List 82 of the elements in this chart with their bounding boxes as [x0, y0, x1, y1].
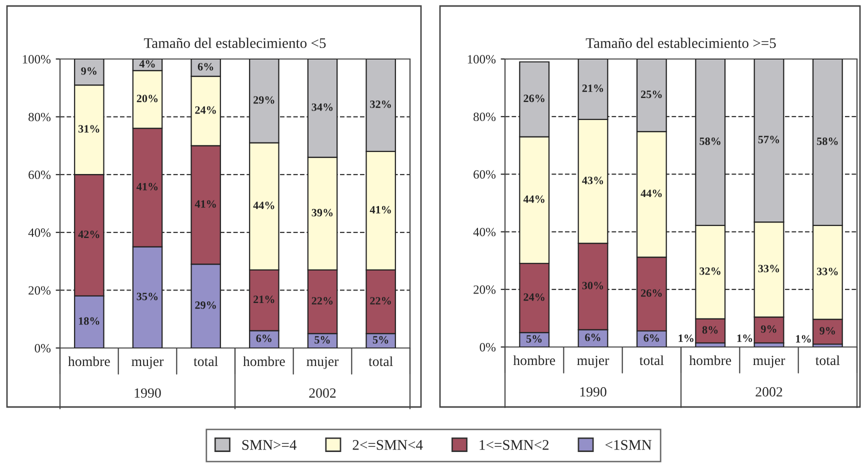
data-label: 35% — [136, 292, 158, 300]
y-tick-label: 60% — [474, 170, 496, 179]
data-label: 4% — [139, 60, 155, 68]
data-label: 6% — [644, 334, 659, 342]
data-label: 1% — [796, 335, 811, 343]
x-tick-label: total — [639, 355, 664, 366]
x-tick-label: total — [815, 355, 840, 366]
data-label: 20% — [136, 94, 158, 102]
data-label: 26% — [524, 94, 544, 102]
data-label: 31% — [78, 125, 100, 133]
data-label: 41% — [370, 206, 391, 214]
data-label: 29% — [254, 96, 274, 104]
legend-label: <1SMN — [605, 440, 652, 450]
data-label: 26% — [641, 289, 662, 297]
chart-title: Tamaño del establecimiento <5 — [144, 38, 326, 48]
data-label: 9% — [820, 327, 835, 335]
y-tick-label: 20% — [474, 285, 496, 294]
x-tick-label: mujer — [753, 356, 786, 368]
data-label: 41% — [194, 200, 216, 208]
x-tick-label: hombre — [689, 355, 732, 366]
x-tick-label: total — [194, 356, 218, 366]
x-tick-label: hombre — [513, 355, 556, 366]
data-label: 22% — [312, 297, 333, 305]
data-label: 42% — [78, 230, 100, 238]
data-label: 9% — [760, 325, 776, 333]
text: 1990 — [134, 388, 161, 398]
text: 1990 — [580, 387, 606, 397]
data-label: 24% — [195, 106, 216, 114]
data-label: 41% — [136, 182, 158, 190]
data-label: 32% — [370, 100, 391, 108]
y-tick-label: 0% — [480, 343, 496, 352]
data-label: 33% — [816, 268, 838, 276]
y-tick-label: 80% — [28, 112, 51, 122]
y-tick-label: 100% — [468, 55, 496, 64]
legend-label: 1<=SMN<2 — [480, 440, 549, 450]
x-tick-label: hombre — [243, 356, 285, 366]
data-label: 39% — [312, 208, 333, 216]
x-tick-label: mujer — [577, 356, 610, 368]
data-label: 22% — [370, 297, 391, 305]
data-label: 57% — [758, 136, 780, 144]
data-label: 5% — [526, 335, 542, 343]
y-tick-label: 20% — [28, 286, 51, 295]
data-label: 1% — [737, 334, 752, 342]
y-tick-label: 80% — [474, 112, 496, 122]
y-tick-label: 0% — [34, 344, 51, 352]
data-label: 21% — [582, 84, 604, 92]
legend-label: SMN>=4 — [242, 440, 297, 450]
text: 2002 — [309, 388, 336, 398]
data-label: 6% — [585, 334, 600, 342]
data-label: 29% — [195, 301, 216, 309]
data-label: 18% — [78, 317, 100, 325]
data-label: 6% — [198, 62, 214, 70]
data-label: 24% — [524, 293, 544, 301]
data-label: 30% — [582, 282, 604, 290]
data-label: 34% — [312, 103, 333, 111]
data-label: 1% — [678, 334, 694, 342]
data-label: 6% — [256, 334, 272, 342]
x-tick-label: mujer — [132, 356, 164, 369]
y-tick-label: 60% — [28, 170, 51, 180]
x-tick-label: mujer — [306, 356, 339, 369]
data-label: 8% — [702, 326, 718, 334]
x-tick-label: hombre — [68, 356, 110, 366]
data-label: 58% — [700, 138, 720, 146]
y-tick-label: 40% — [28, 228, 51, 237]
x-tick-label: total — [368, 356, 393, 366]
y-tick-label: 100% — [22, 55, 51, 64]
data-label: 5% — [372, 336, 388, 344]
data-label: 58% — [817, 138, 838, 146]
data-label: 43% — [582, 176, 604, 184]
data-label: 21% — [254, 296, 274, 304]
legend-label: 2<=SMN<4 — [352, 440, 423, 450]
data-label: 9% — [81, 67, 96, 75]
data-label: 32% — [700, 267, 720, 275]
chart-title: Tamaño del establecimiento >=5 — [586, 38, 776, 48]
data-label: 5% — [314, 336, 330, 344]
data-label: 44% — [523, 195, 544, 203]
data-label: 44% — [253, 202, 274, 210]
text: 2002 — [756, 387, 782, 397]
y-tick-label: 40% — [473, 228, 496, 236]
data-label: 44% — [640, 190, 662, 198]
data-label: 25% — [641, 90, 662, 98]
data-label: 33% — [758, 264, 780, 272]
